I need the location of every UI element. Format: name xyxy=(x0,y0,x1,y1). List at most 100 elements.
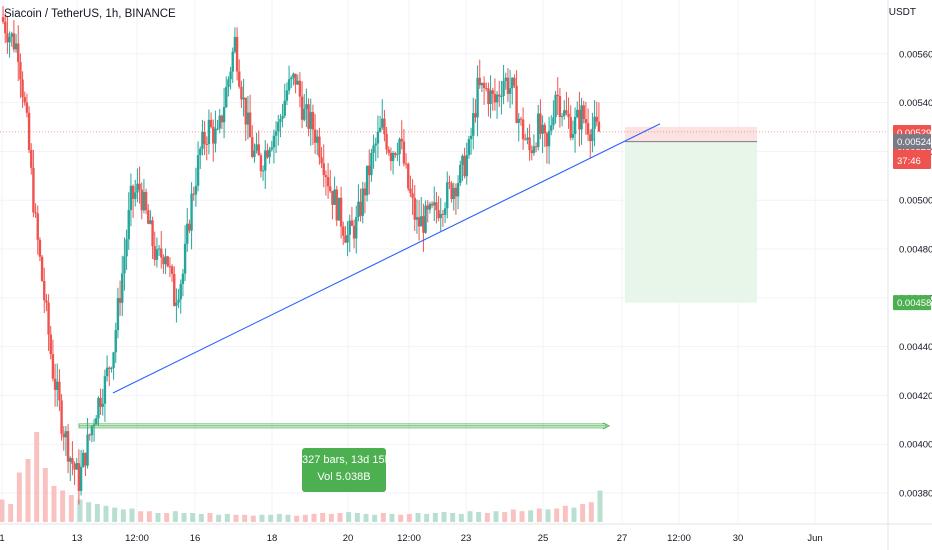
chart-title: Siacoin / TetherUS, 1h, BINANCE xyxy=(4,8,176,20)
candle-body xyxy=(467,139,471,156)
candle-body xyxy=(105,367,109,377)
candle-body xyxy=(183,243,187,274)
candle-body xyxy=(355,217,358,239)
candle-body xyxy=(274,131,278,136)
volume-bar xyxy=(354,513,360,522)
candle-body xyxy=(149,220,152,224)
candle-body xyxy=(595,116,598,122)
candle-body xyxy=(220,115,224,123)
candle-body xyxy=(515,85,518,123)
candle-body xyxy=(394,153,397,155)
volume-bar xyxy=(571,507,577,522)
volume-bar xyxy=(259,514,265,522)
volume-bar xyxy=(502,512,508,522)
candle-body xyxy=(82,452,85,467)
candle-body xyxy=(422,216,425,233)
candle-body xyxy=(244,97,247,125)
candle-body xyxy=(576,109,579,118)
candle-body xyxy=(14,43,18,50)
candle-body xyxy=(58,381,61,401)
candle-body xyxy=(121,273,124,303)
candle-body xyxy=(487,88,490,104)
candle-body xyxy=(500,96,503,98)
candle-body xyxy=(485,88,488,90)
candle-body xyxy=(452,187,455,200)
candle-body xyxy=(21,79,24,98)
candle-body xyxy=(270,147,273,150)
candle-body xyxy=(552,117,555,126)
candle-body xyxy=(305,104,308,109)
candle-body xyxy=(320,157,323,164)
volume-bar xyxy=(216,514,222,522)
candle-body xyxy=(227,79,230,88)
volume-series xyxy=(0,432,603,522)
candle-body xyxy=(478,77,481,86)
candle-body xyxy=(443,208,447,215)
candle-body xyxy=(370,152,373,176)
candle-body xyxy=(99,397,102,407)
candle-body xyxy=(251,137,254,157)
volume-bar xyxy=(207,513,213,522)
measure-tooltip: 327 bars, 13d 15h Vol 5.038B xyxy=(302,448,391,492)
candle-body xyxy=(261,170,265,172)
candle-body xyxy=(287,79,291,91)
x-tick-label: 18 xyxy=(267,533,278,544)
candle-body xyxy=(170,266,174,274)
countdown-label: 37:46 xyxy=(897,156,921,167)
volume-bar xyxy=(51,486,57,522)
candle-body xyxy=(580,105,583,130)
candle-body xyxy=(190,193,193,231)
volume-bar xyxy=(467,511,473,522)
candle-body xyxy=(179,284,182,300)
target-price-label: 0.00458 xyxy=(897,298,931,309)
candle-body xyxy=(240,86,243,100)
candle-body xyxy=(209,119,213,127)
candle-body xyxy=(246,112,250,125)
stop-loss-zone xyxy=(625,127,757,142)
candle-body xyxy=(69,458,72,462)
candle-body xyxy=(77,463,81,491)
candle-body xyxy=(199,148,202,156)
candle-body xyxy=(342,226,345,236)
candle-body xyxy=(264,150,267,171)
x-tick-label: Jun xyxy=(807,533,822,544)
volume-bar xyxy=(77,499,83,522)
candle-body xyxy=(8,36,11,43)
candle-body xyxy=(346,234,349,243)
candle-body xyxy=(19,62,22,80)
candle-body xyxy=(125,239,128,257)
last-price-label: 0.00529 xyxy=(897,128,931,139)
candle-body xyxy=(268,149,271,158)
candle-body xyxy=(586,123,590,135)
candle-body xyxy=(459,164,462,184)
y-tick-label: 0.00560 xyxy=(899,49,932,60)
candle-body xyxy=(49,334,52,355)
entry-price-label: 0.00524 xyxy=(897,137,931,148)
candle-body xyxy=(376,131,380,144)
candle-body xyxy=(430,203,434,206)
candle-body xyxy=(565,110,568,114)
candle-body xyxy=(177,299,180,303)
candle-body xyxy=(532,146,536,154)
candle-body xyxy=(437,210,440,219)
volume-bar xyxy=(588,502,594,522)
candle-body xyxy=(597,121,601,132)
candle-body xyxy=(218,115,221,129)
y-tick-label: 0.00540 xyxy=(899,98,932,109)
candle-body xyxy=(313,129,317,143)
candle-body xyxy=(348,220,351,235)
candle-body xyxy=(112,352,115,368)
candle-body xyxy=(413,197,416,220)
candle-body xyxy=(129,185,133,211)
candle-body xyxy=(545,133,549,147)
candle-body xyxy=(45,300,48,303)
candle-body xyxy=(157,248,161,250)
candle-body xyxy=(433,202,436,206)
candle-body xyxy=(142,191,146,211)
candle-body xyxy=(79,466,83,491)
volume-bar xyxy=(554,508,560,522)
candle-body xyxy=(339,197,343,227)
candle-body xyxy=(173,273,176,306)
